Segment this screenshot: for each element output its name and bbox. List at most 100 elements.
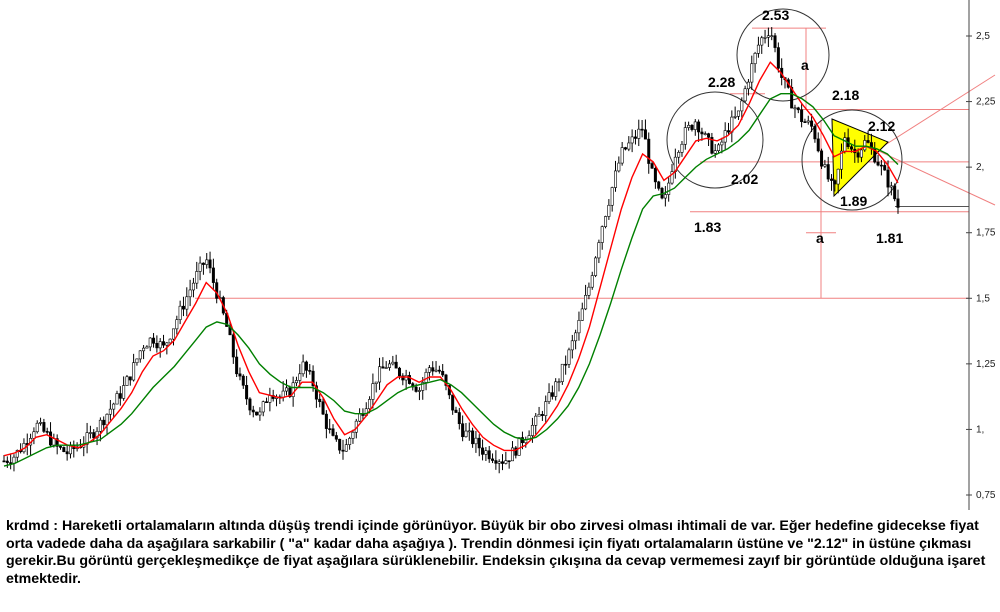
candle-body bbox=[707, 133, 711, 138]
annotation-label: 1.89 bbox=[840, 193, 867, 209]
candle-body bbox=[148, 337, 152, 348]
annotation-label: 1.81 bbox=[876, 230, 903, 246]
candle-body bbox=[145, 346, 149, 349]
candle-body bbox=[118, 393, 122, 399]
candle-body bbox=[643, 129, 647, 140]
candle-body bbox=[547, 392, 551, 402]
candle-body bbox=[776, 47, 780, 69]
candle-body bbox=[517, 437, 521, 456]
candle-body bbox=[437, 369, 441, 372]
candle-body bbox=[241, 375, 245, 386]
candle-body bbox=[863, 140, 867, 151]
annotation-label: 1.83 bbox=[694, 219, 721, 235]
candle-body bbox=[820, 150, 824, 167]
candle-body bbox=[560, 363, 564, 382]
candle-body bbox=[833, 180, 837, 185]
y-axis: 0,75 1, 1,25 1,5 1,75 2, 2,25 2,5 bbox=[966, 0, 996, 510]
candle-body bbox=[421, 382, 425, 391]
candle-body bbox=[162, 341, 166, 346]
candle-body bbox=[45, 431, 49, 433]
candle-body bbox=[381, 366, 385, 369]
candle-body bbox=[504, 460, 508, 464]
candle-body bbox=[813, 125, 817, 140]
candle-body bbox=[600, 226, 604, 243]
candle-body bbox=[251, 409, 255, 413]
candle-body bbox=[773, 35, 777, 48]
annotation-label: a bbox=[801, 57, 809, 73]
candle-body bbox=[32, 431, 36, 439]
candle-body bbox=[627, 142, 631, 150]
candle-body bbox=[454, 409, 458, 413]
candle-body bbox=[132, 362, 136, 381]
candle-body bbox=[720, 141, 724, 146]
candle-body bbox=[836, 168, 840, 185]
candle-body bbox=[803, 121, 807, 123]
candle-body bbox=[491, 458, 495, 461]
candle-body bbox=[268, 395, 272, 403]
price-chart: 0,751,1,251,51,752,2,252,5 2.532.282.182… bbox=[2, 0, 996, 510]
candle-body bbox=[893, 185, 897, 200]
candle-body bbox=[514, 447, 518, 456]
candle-body bbox=[617, 162, 621, 172]
candle-body bbox=[570, 340, 574, 351]
candle-body bbox=[534, 415, 538, 426]
candle-body bbox=[550, 392, 554, 397]
candle-body bbox=[796, 107, 800, 111]
candle-body bbox=[859, 149, 863, 158]
candle-body bbox=[188, 289, 192, 298]
candle-body bbox=[245, 385, 249, 400]
candle-body bbox=[494, 460, 498, 464]
candle-body bbox=[394, 361, 398, 369]
candle-body bbox=[584, 294, 588, 310]
candle-body bbox=[896, 198, 900, 208]
candle-body bbox=[713, 150, 717, 154]
candle-body bbox=[308, 370, 312, 372]
candle-body bbox=[630, 136, 634, 144]
candle-body bbox=[122, 385, 126, 399]
candle-body bbox=[265, 401, 269, 404]
candle-body bbox=[510, 447, 514, 462]
candle-body bbox=[736, 110, 740, 117]
candle-body bbox=[291, 382, 295, 397]
candle-body bbox=[866, 140, 870, 143]
candle-body bbox=[344, 444, 348, 452]
annotation-label: 2.28 bbox=[708, 74, 735, 90]
candle-body bbox=[597, 242, 601, 259]
candle-body bbox=[793, 107, 797, 110]
y-tick-label: 0,75 bbox=[976, 490, 996, 501]
moving-average-red bbox=[3, 61, 899, 457]
candle-body bbox=[540, 414, 544, 416]
candle-body bbox=[614, 170, 618, 188]
annotation-label: 2.18 bbox=[832, 87, 859, 103]
candle-body bbox=[640, 128, 644, 131]
candle-body bbox=[879, 164, 883, 167]
candle-body bbox=[693, 121, 697, 130]
candle-body bbox=[680, 143, 684, 153]
candle-body bbox=[98, 419, 102, 432]
candle-body bbox=[115, 393, 119, 405]
annotation-label: 2.12 bbox=[868, 118, 895, 134]
candle-body bbox=[727, 130, 731, 133]
candle-body bbox=[125, 376, 129, 386]
candle-body bbox=[62, 447, 66, 452]
candle-body bbox=[49, 431, 53, 446]
candle-body bbox=[431, 367, 435, 372]
candle-body bbox=[427, 367, 431, 373]
candle-body bbox=[484, 450, 488, 455]
annotation-label: a bbox=[816, 230, 824, 246]
commentary-text: krdmd : Hareketli ortalamaların altında … bbox=[6, 518, 986, 587]
candle-body bbox=[331, 428, 335, 436]
candle-body bbox=[424, 371, 428, 383]
candle-body bbox=[826, 164, 830, 180]
candle-body bbox=[324, 413, 328, 429]
candle-body bbox=[580, 308, 584, 321]
y-tick-label: 1, bbox=[976, 424, 984, 435]
candle-body bbox=[198, 262, 202, 272]
candle-body bbox=[810, 120, 814, 127]
candle-body bbox=[55, 438, 59, 447]
candle-body bbox=[138, 350, 142, 360]
candle-body bbox=[391, 361, 395, 365]
candle-body bbox=[481, 447, 485, 455]
candle-body bbox=[444, 374, 448, 386]
candle-body bbox=[677, 152, 681, 158]
